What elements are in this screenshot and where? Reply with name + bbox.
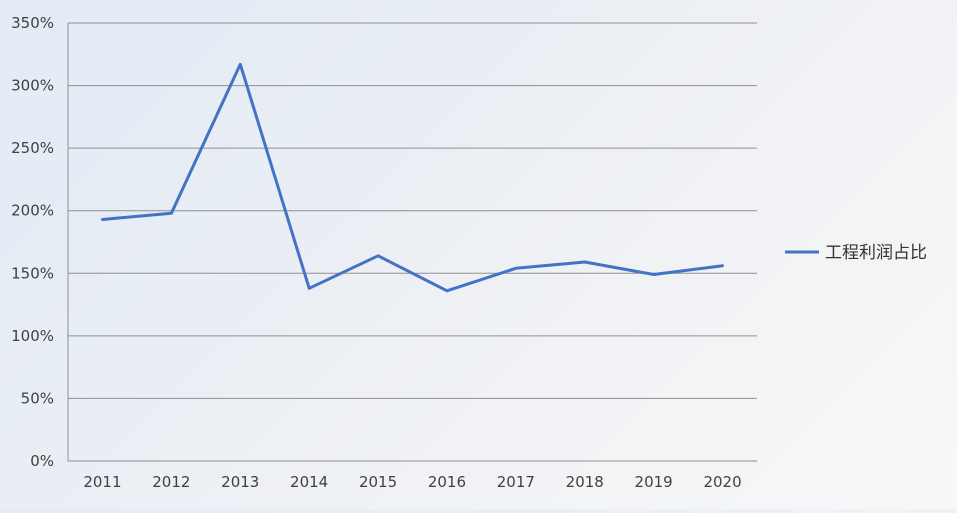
data-point bbox=[722, 265, 724, 267]
y-axis-tick-labels: 0% 50% 100% 150% 200% 250% 300% 350% bbox=[11, 14, 54, 470]
data-point bbox=[446, 290, 448, 292]
axes bbox=[67, 23, 757, 462]
data-point bbox=[170, 212, 172, 214]
data-point bbox=[308, 287, 310, 289]
x-tick-label: 2012 bbox=[152, 473, 190, 491]
y-tick-label: 50% bbox=[21, 389, 54, 407]
x-tick-label: 2014 bbox=[290, 473, 328, 491]
x-tick-label: 2020 bbox=[703, 473, 741, 491]
legend: 工程利润占比 bbox=[785, 243, 927, 263]
series-layer bbox=[101, 62, 725, 293]
data-point bbox=[653, 274, 655, 276]
y-tick-label: 300% bbox=[11, 77, 54, 95]
y-tick-label: 200% bbox=[11, 202, 54, 220]
x-tick-label: 2011 bbox=[83, 473, 121, 491]
data-point bbox=[239, 63, 241, 65]
y-tick-label: 100% bbox=[11, 327, 54, 345]
x-tick-label: 2016 bbox=[428, 473, 466, 491]
x-tick-label: 2017 bbox=[497, 473, 535, 491]
x-tick-label: 2013 bbox=[221, 473, 259, 491]
y-tick-label: 350% bbox=[11, 14, 54, 32]
x-tick-label: 2015 bbox=[359, 473, 397, 491]
legend-label: 工程利润占比 bbox=[825, 243, 927, 263]
y-tick-label: 150% bbox=[11, 264, 54, 282]
y-tick-label: 0% bbox=[30, 452, 54, 470]
data-point bbox=[584, 261, 586, 263]
x-tick-label: 2019 bbox=[635, 473, 673, 491]
y-tick-label: 250% bbox=[11, 139, 54, 157]
x-axis-tick-labels: 2011 2012 2013 2014 2015 2016 2017 2018 2019 2020 bbox=[83, 473, 741, 491]
series-line bbox=[101, 62, 725, 293]
x-tick-label: 2018 bbox=[566, 473, 604, 491]
data-point bbox=[515, 267, 517, 269]
data-point bbox=[377, 255, 379, 257]
data-point bbox=[101, 218, 103, 220]
